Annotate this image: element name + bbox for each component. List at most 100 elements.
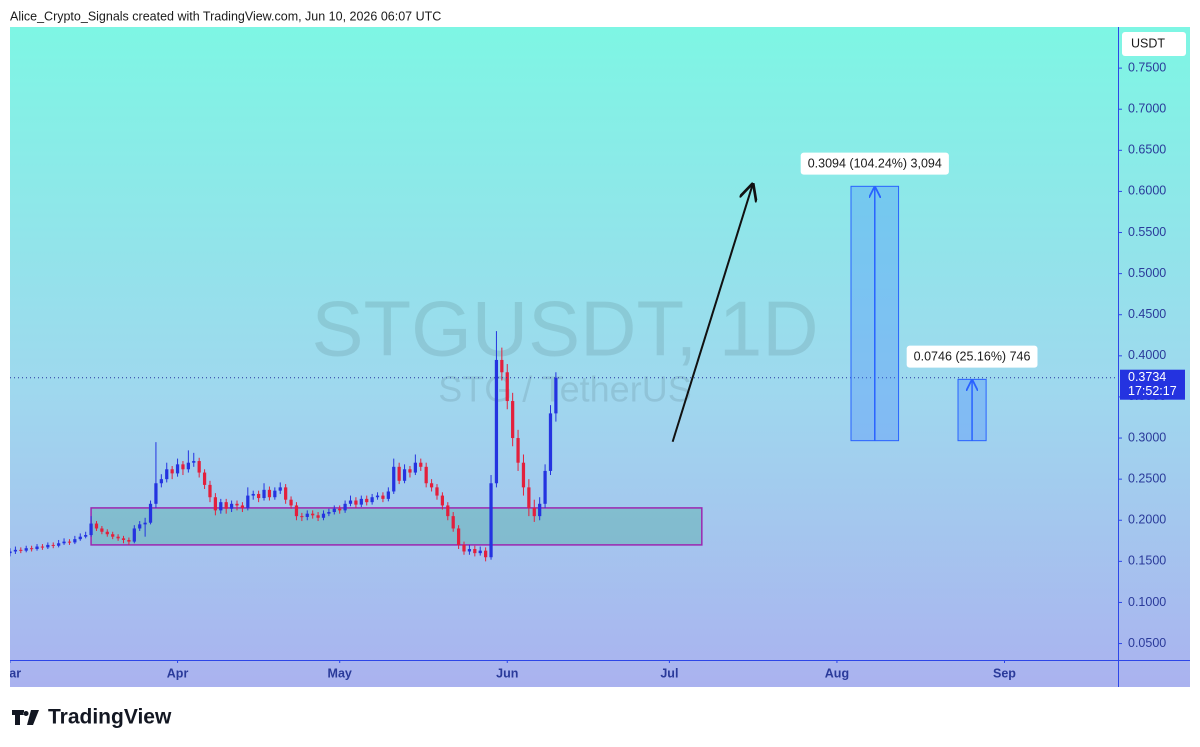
candle-body [494,359,499,484]
candle-body [354,500,358,505]
candle-body [429,483,434,488]
candle-body [19,549,23,551]
candle-body [348,500,353,504]
candle-body [165,469,169,480]
candle-body [273,490,277,498]
candle-body [300,516,304,518]
candle-body [338,508,342,511]
y-tick-label: 0.6500 [1128,143,1166,157]
candle-body [408,469,412,473]
candle-body [284,487,288,500]
candle-body [532,507,536,517]
candle-body [175,464,180,474]
candle-body [500,359,504,373]
x-tick-label: Jun [496,666,518,680]
candle-body [451,516,455,529]
candle-body [105,531,109,535]
candle-body [116,536,120,539]
candle-body [467,549,472,552]
candle-body [413,462,417,473]
last-price-label: 0.3734 [1128,370,1166,384]
candle-body [148,503,153,523]
candle-body [278,487,282,491]
candle-body [257,493,261,499]
x-tick-label: May [328,666,352,680]
candle-body [521,462,526,488]
header-text: Alice_Crypto_Signals created with Tradin… [10,9,441,23]
candle-body [392,466,396,492]
y-tick-label: 0.7000 [1128,102,1166,116]
candle-body [224,502,228,509]
candle-body [478,550,482,554]
candle-body [213,497,218,511]
candle-body [197,461,201,473]
candle-body [435,487,439,496]
last-price-box [1120,369,1185,400]
candle-body [311,513,315,516]
logo-mark [12,710,39,725]
unit-box [1122,32,1186,56]
candle-body [332,508,336,513]
candle-body [370,497,374,503]
candle-body [84,535,88,537]
candle-body [316,515,320,518]
candle-body [440,495,445,506]
candle-body [294,505,299,517]
x-tick-label: Mar [0,666,21,680]
candle-body [473,549,477,554]
candle-body [143,522,147,525]
time-axis: Mar Apr May Jun Jul Aug Sep [0,660,1016,680]
candle-body [154,483,158,504]
candle-body [554,377,558,414]
footer-brand: TradingView [48,706,172,729]
candle-body [381,495,385,499]
candle-body [127,539,131,542]
candle-body [505,372,509,402]
candle-body [132,528,136,542]
candle-body [327,512,331,514]
candle-body [386,491,390,499]
candle-body [202,472,207,485]
y-tick-label: 0.5500 [1128,225,1166,239]
measure-label: 0.3094 (104.24%) 3,094 [808,157,942,171]
candle-body [538,503,542,517]
candle-body [186,462,190,470]
support-zone [90,507,703,546]
x-tick-label: Apr [167,666,189,680]
candle-body [511,401,515,439]
candle-body [267,489,272,498]
y-tick-label: 0.4000 [1128,348,1166,362]
candle-body [246,495,250,508]
candle-body [121,538,126,540]
y-tick-label: 0.4500 [1128,307,1166,321]
candle-body [57,543,61,546]
candle-body [73,539,77,543]
candle-body [543,470,547,504]
candle-body [51,544,55,546]
candle-body [35,546,39,550]
candle-body [489,483,493,558]
y-tick-label: 0.2500 [1128,471,1166,485]
candle-body [402,469,407,481]
candle-body [10,551,12,554]
measure-label: 0.0746 (25.16%) 746 [914,350,1031,364]
candle-body [67,541,72,543]
y-tick-label: 0.0500 [1128,636,1166,650]
y-tick-label: 0.7500 [1128,60,1166,74]
candle-body [484,550,488,558]
candle-body [251,493,255,496]
candle-body [321,513,326,518]
y-tick-label: 0.3000 [1128,430,1166,444]
candle-body [24,548,28,551]
candle-body [240,505,245,508]
candle-body [192,461,196,463]
candle-body [40,546,45,548]
candle-body [138,524,142,529]
x-tick-label: Jul [660,666,678,680]
y-tick-label: 0.6000 [1128,184,1166,198]
candle-body [181,464,185,470]
candle-body [365,498,369,503]
watermark-subtitle: STG / TetherUS [438,369,691,410]
y-tick-label: 0.1500 [1128,554,1166,568]
